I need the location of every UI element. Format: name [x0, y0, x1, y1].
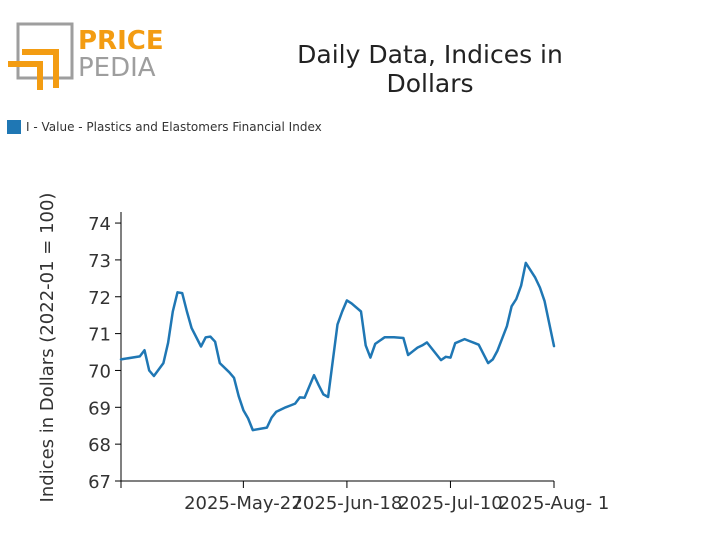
- y-tick-label: 69: [88, 398, 111, 419]
- logo-text-pedia: PEDIA: [78, 53, 156, 83]
- series-line: [119, 261, 556, 432]
- x-tick-label: 2025-Aug- 1: [499, 493, 610, 514]
- y-tick-label: 68: [88, 435, 111, 456]
- chart-title: Daily Data, Indices in Dollars: [297, 40, 563, 98]
- y-tick-label: 73: [88, 251, 111, 272]
- chart-legend[interactable]: I - Value - Plastics and Elastomers Fina…: [7, 119, 322, 135]
- y-tick-label: 70: [88, 361, 111, 382]
- x-tick-label: 2025-Jun-18: [291, 493, 402, 514]
- y-axis-label: Indices in Dollars (2022-01 = 100): [37, 193, 58, 503]
- x-tick-label: 2025-May-27: [184, 493, 303, 514]
- x-tick-label: 2025-Jul-10: [398, 493, 502, 514]
- pricepedia-logo: PRICE PEDIA: [8, 22, 164, 90]
- logo-mark-icon: [8, 22, 74, 90]
- y-tick-label: 74: [88, 214, 111, 235]
- y-tick-label: 67: [88, 472, 111, 493]
- logo-text-price: PRICE: [78, 26, 164, 56]
- y-tick-label: 71: [88, 325, 111, 346]
- legend-swatch: [7, 120, 21, 134]
- legend-label: I - Value - Plastics and Elastomers Fina…: [26, 120, 322, 134]
- y-tick-label: 72: [88, 288, 111, 309]
